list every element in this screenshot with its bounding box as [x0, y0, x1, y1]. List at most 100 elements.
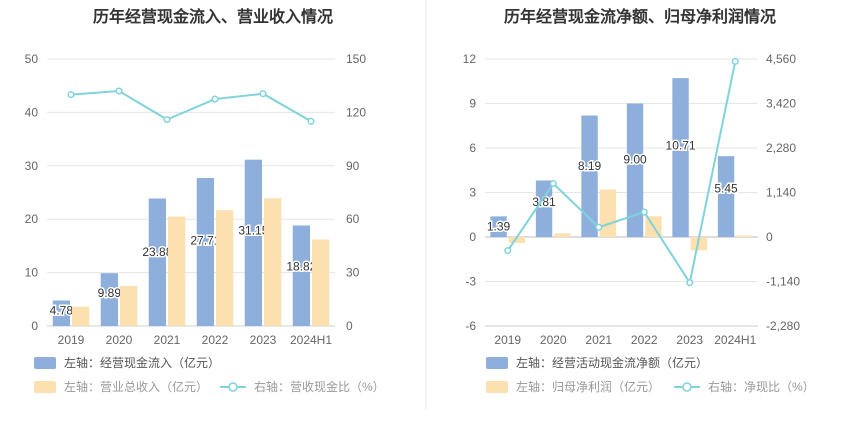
- x-axis-tick-label: 2021: [154, 333, 181, 347]
- ratio-point: [307, 117, 315, 125]
- left-axis-tick-label: 50: [25, 52, 39, 66]
- primary-bar: [148, 198, 166, 326]
- secondary-bar: [264, 198, 282, 326]
- left-axis-tick-label: 30: [25, 159, 39, 173]
- legend-swatch: [34, 381, 56, 393]
- secondary-bar: [120, 285, 138, 326]
- bar-data-label: 10.71: [666, 139, 696, 153]
- ratio-point: [731, 57, 739, 65]
- bar-data-label: 8.19: [578, 159, 602, 173]
- primary-bar: [292, 225, 310, 326]
- legend-label: 右轴：营收现金比（%）: [254, 379, 385, 394]
- ratio-point: [640, 208, 648, 216]
- x-axis-tick-label: 2019: [58, 333, 85, 347]
- legend-label: 右轴：净现比（%）: [708, 379, 815, 394]
- secondary-bar: [168, 216, 186, 326]
- left-axis-tick-label: 6: [469, 141, 476, 155]
- primary-bar: [490, 216, 507, 237]
- x-axis-tick-label: 2023: [250, 333, 277, 347]
- legend-swatch: [34, 357, 56, 369]
- legend-label: 左轴：经营活动现金流净额（亿元）: [516, 355, 708, 370]
- secondary-bar: [72, 306, 90, 326]
- x-axis-tick-label: 2021: [585, 333, 612, 347]
- right-axis-tick-label: -2,280: [766, 319, 800, 333]
- ratio-point: [115, 87, 123, 95]
- x-axis-tick-label: 2024H1: [714, 333, 756, 347]
- secondary-bar: [599, 189, 617, 237]
- chart-title: 历年经营现金流入、营业收入情况: [93, 7, 333, 26]
- legend-label: 左轴：归母净利润（亿元）: [516, 379, 660, 394]
- chart-panel-2: 历年经营现金流净额、归母净利润情况 -6 -3 0 3 6 9 12 -2,280 -1,140 0…: [463, 7, 815, 394]
- ratio-point: [549, 179, 557, 188]
- primary-bar: [672, 78, 689, 237]
- secondary-bar: [312, 239, 330, 326]
- bar-data-label: 31.15: [238, 224, 268, 238]
- right-axis-tick-label: 30: [346, 266, 360, 280]
- x-axis-tick-label: 2024H1: [290, 333, 332, 347]
- ratio-line: [506, 61, 737, 286]
- left-axis-tick-label: 12: [463, 52, 477, 66]
- secondary-bar: [216, 210, 234, 326]
- x-axis-tick-label: 2020: [540, 333, 567, 347]
- ratio-point: [259, 90, 267, 98]
- x-axis-tick-label: 2019: [494, 333, 521, 347]
- chart-title: 历年经营现金流净额、归母净利润情况: [504, 7, 776, 26]
- primary-bar: [244, 159, 262, 326]
- ratio-line: [70, 90, 312, 123]
- right-axis-tick-label: -1,140: [766, 275, 800, 289]
- bar-data-label: 27.71: [190, 234, 220, 248]
- right-axis-tick-label: 0: [346, 319, 353, 333]
- left-axis-tick-label: 10: [25, 266, 39, 280]
- bar-data-label: 23.88: [142, 245, 172, 259]
- chart-panel-1: 历年经营现金流入、营业收入情况 0 10 20 30 40 50 0 30 60 90 120 150 2…: [25, 7, 385, 394]
- left-axis-tick-label: 20: [25, 212, 39, 226]
- x-axis-tick-label: 2022: [631, 333, 658, 347]
- right-axis-tick-label: 60: [346, 212, 360, 226]
- secondary-bar: [508, 237, 526, 243]
- primary-bar: [52, 300, 70, 326]
- left-axis-tick-label: -3: [465, 275, 476, 289]
- ratio-point: [211, 95, 219, 103]
- left-axis-tick-label: 3: [469, 186, 476, 200]
- left-axis-tick-label: 0: [469, 230, 476, 244]
- bar-data-label: 4.78: [50, 303, 74, 317]
- primary-bar: [581, 115, 598, 237]
- left-axis-tick-label: 0: [31, 319, 38, 333]
- left-axis-tick-label: 40: [25, 105, 39, 119]
- right-axis-tick-label: 120: [346, 105, 366, 119]
- bar-data-label: 9.00: [623, 153, 647, 167]
- x-axis-tick-label: 2020: [106, 333, 133, 347]
- primary-bar: [717, 156, 735, 237]
- legend-label: 左轴：经营现金流入（亿元）: [64, 355, 220, 370]
- legend-label: 左轴：营业总收入（亿元）: [64, 379, 208, 394]
- ratio-point: [67, 91, 75, 99]
- right-axis-tick-label: 4,560: [766, 52, 796, 66]
- legend-swatch: [486, 381, 508, 393]
- primary-bar: [626, 103, 644, 237]
- secondary-bar: [736, 235, 753, 237]
- bar-data-label: 5.45: [714, 182, 738, 196]
- legend-line-marker: [682, 382, 692, 392]
- right-axis-tick-label: 3,420: [766, 97, 796, 111]
- legend-line-marker: [228, 382, 238, 392]
- bar-data-label: 18.82: [286, 260, 316, 274]
- ratio-point: [595, 223, 603, 231]
- legend-swatch: [486, 357, 508, 369]
- x-axis-tick-label: 2023: [676, 333, 703, 347]
- right-axis-tick-label: 2,280: [766, 141, 796, 155]
- ratio-point: [504, 247, 512, 255]
- left-axis-tick-label: 9: [469, 97, 476, 111]
- bar-data-label: 9.89: [98, 286, 122, 300]
- bar-data-label: 1.39: [487, 219, 511, 233]
- primary-bar: [535, 180, 553, 237]
- secondary-bar: [554, 233, 571, 237]
- ratio-point: [163, 115, 171, 124]
- primary-bar: [196, 178, 214, 326]
- right-axis-tick-label: 150: [346, 52, 366, 66]
- right-axis-tick-label: 1,140: [766, 186, 796, 200]
- secondary-bar: [690, 237, 708, 251]
- left-axis-tick-label: -6: [465, 319, 476, 333]
- primary-bar: [100, 273, 118, 326]
